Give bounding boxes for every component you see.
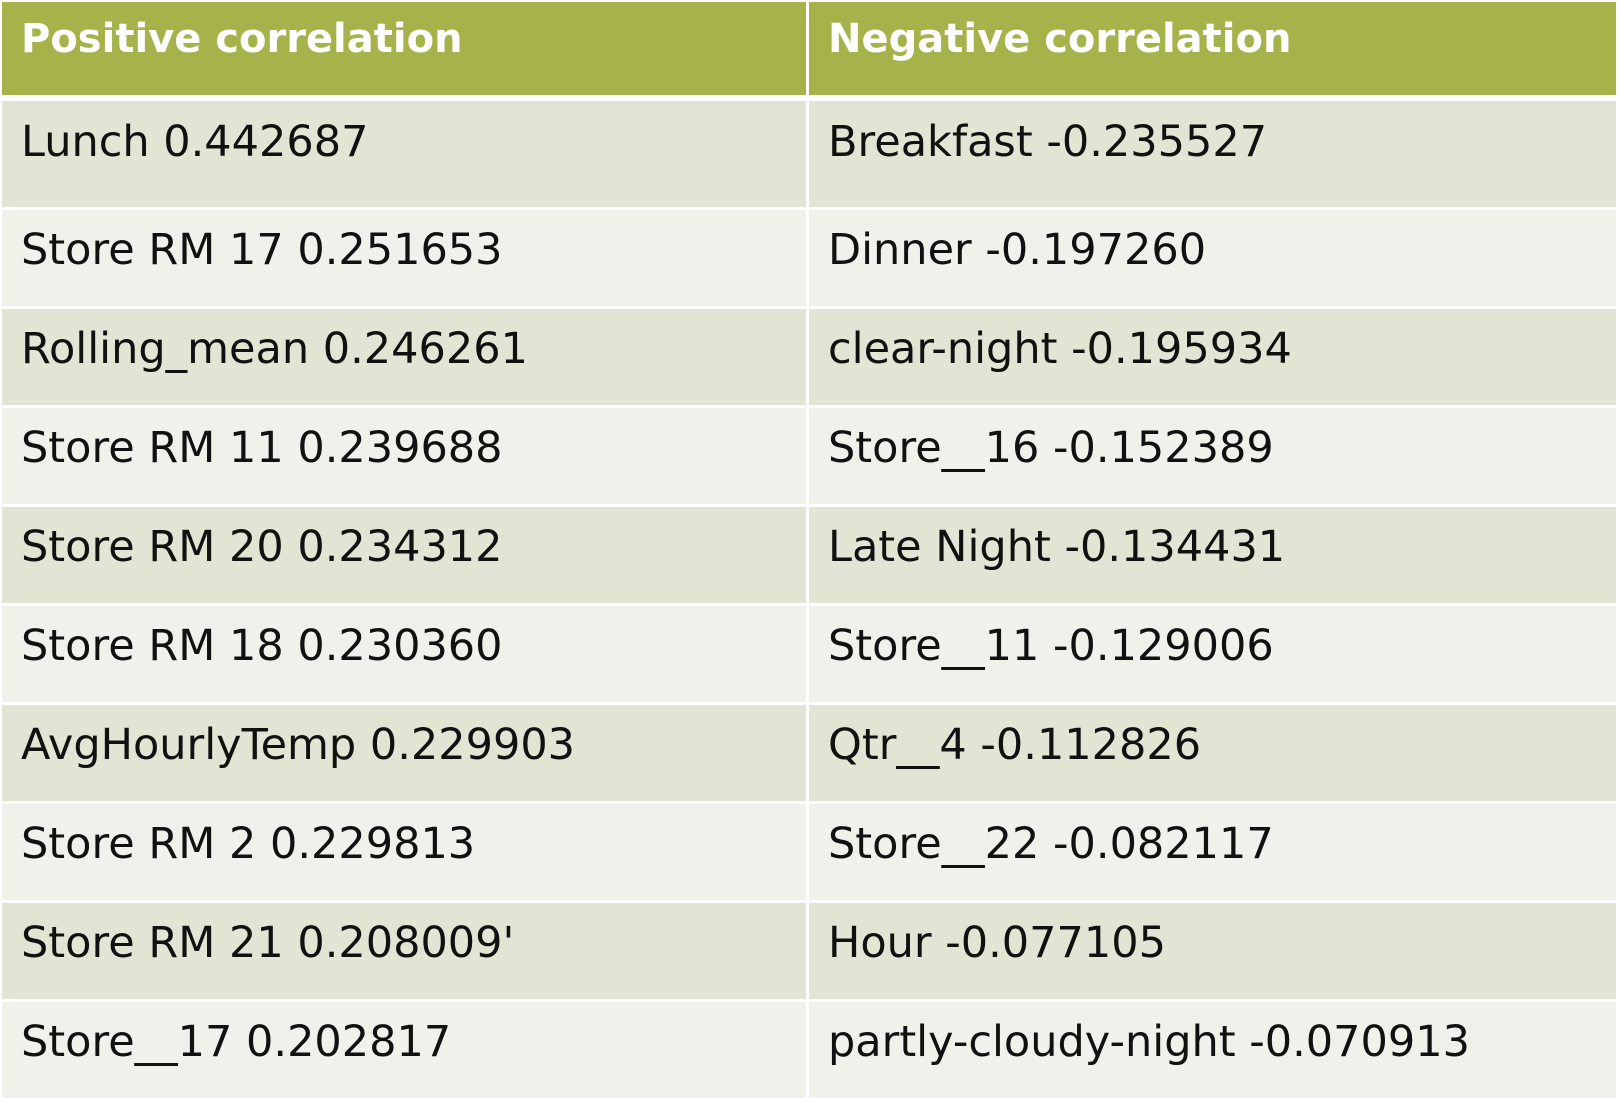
negative-cell: Late Night -0.134431	[809, 507, 1616, 606]
negative-cell: Store__16 -0.152389	[809, 408, 1616, 507]
negative-cell: Qtr__4 -0.112826	[809, 705, 1616, 804]
positive-cell: Rolling_mean 0.246261	[2, 309, 809, 408]
table-row: Store RM 21 0.208009' Hour -0.077105	[2, 903, 1616, 1002]
negative-cell: Store__22 -0.082117	[809, 804, 1616, 903]
positive-cell: Store RM 18 0.230360	[2, 606, 809, 705]
header-row: Positive correlation Negative correlatio…	[2, 2, 1616, 101]
positive-cell: Store RM 21 0.208009'	[2, 903, 809, 1002]
negative-cell: partly-cloudy-night -0.070913	[809, 1002, 1616, 1101]
table-row: AvgHourlyTemp 0.229903 Qtr__4 -0.112826	[2, 705, 1616, 804]
negative-cell: Store__11 -0.129006	[809, 606, 1616, 705]
table-row: Store RM 2 0.229813 Store__22 -0.082117	[2, 804, 1616, 903]
table-row: Store RM 18 0.230360 Store__11 -0.129006	[2, 606, 1616, 705]
positive-cell: Store__17 0.202817	[2, 1002, 809, 1101]
correlation-table: Positive correlation Negative correlatio…	[2, 2, 1616, 1101]
table-row: Store RM 11 0.239688 Store__16 -0.152389	[2, 408, 1616, 507]
negative-cell: Breakfast -0.235527	[809, 101, 1616, 210]
table-row: Store__17 0.202817 partly-cloudy-night -…	[2, 1002, 1616, 1101]
table-row: Rolling_mean 0.246261 clear-night -0.195…	[2, 309, 1616, 408]
negative-cell: Hour -0.077105	[809, 903, 1616, 1002]
positive-cell: Store RM 17 0.251653	[2, 210, 809, 309]
header-negative-correlation: Negative correlation	[809, 2, 1616, 101]
header-positive-correlation: Positive correlation	[2, 2, 809, 101]
positive-cell: Store RM 20 0.234312	[2, 507, 809, 606]
positive-cell: AvgHourlyTemp 0.229903	[2, 705, 809, 804]
positive-cell: Store RM 2 0.229813	[2, 804, 809, 903]
table-row: Store RM 20 0.234312 Late Night -0.13443…	[2, 507, 1616, 606]
positive-cell: Lunch 0.442687	[2, 101, 809, 210]
negative-cell: Dinner -0.197260	[809, 210, 1616, 309]
positive-cell: Store RM 11 0.239688	[2, 408, 809, 507]
table-row: Store RM 17 0.251653 Dinner -0.197260	[2, 210, 1616, 309]
negative-cell: clear-night -0.195934	[809, 309, 1616, 408]
table-row: Lunch 0.442687 Breakfast -0.235527	[2, 101, 1616, 210]
